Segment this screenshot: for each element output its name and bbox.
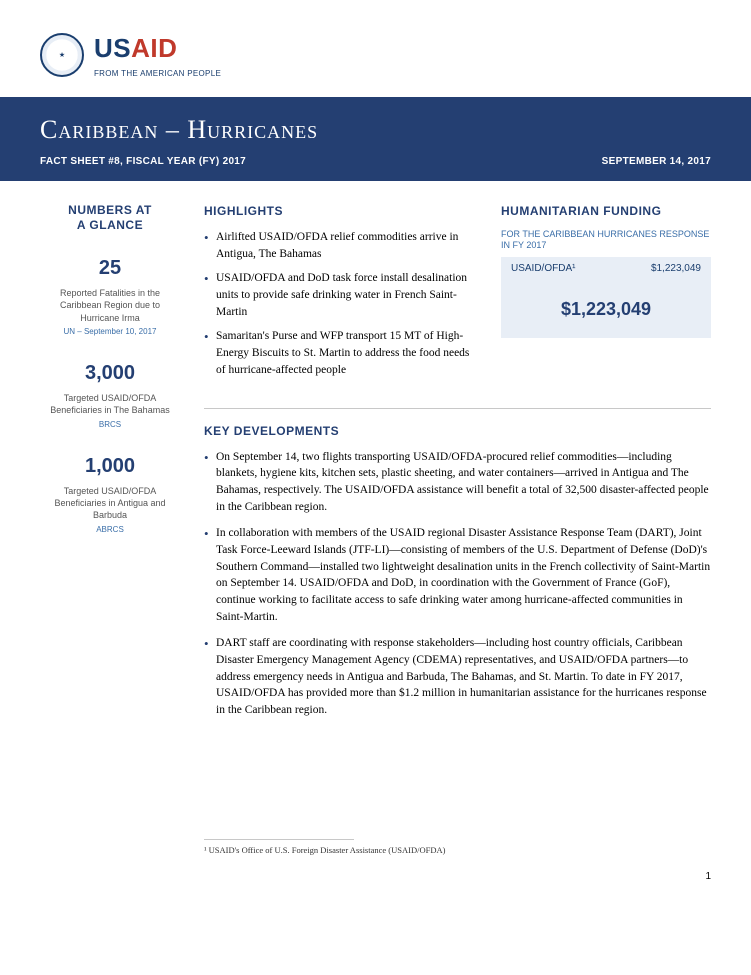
banner-right: SEPTEMBER 14, 2017 [602,155,711,170]
section-divider [204,408,711,409]
stat-number: 25 [40,254,180,283]
usaid-seal-icon: ★ [40,33,84,77]
footnote-rule [204,839,354,840]
content-columns: NUMBERS AT A GLANCE 25 Reported Fataliti… [40,203,711,884]
highlight-item: Samaritan's Purse and WFP transport 15 M… [204,328,479,378]
logo-text: USAID FROM THE AMERICAN PEOPLE [94,30,221,79]
page: ★ USAID FROM THE AMERICAN PEOPLE Caribbe… [0,0,751,905]
logo-sub: FROM THE AMERICAN PEOPLE [94,68,221,80]
highlights-section: HIGHLIGHTS Airlifted USAID/OFDA relief c… [204,203,479,386]
keydev-item: DART staff are coordinating with respons… [204,635,711,718]
funding-row-value: $1,223,049 [651,262,701,277]
stat-source: ABRCS [40,524,180,536]
main-column: HIGHLIGHTS Airlifted USAID/OFDA relief c… [204,203,711,884]
seal-glyph: ★ [59,50,65,60]
sidebar-title: NUMBERS AT A GLANCE [40,203,180,232]
funding-row-label: USAID/OFDA¹ [511,262,575,277]
stat-source: UN – September 10, 2017 [40,326,180,338]
stat-number: 1,000 [40,452,180,481]
logo-row: ★ USAID FROM THE AMERICAN PEOPLE [40,30,711,79]
stat-block: 25 Reported Fatalities in the Caribbean … [40,254,180,337]
sidebar-title-l2: A GLANCE [40,218,180,232]
funding-total: $1,223,049 [501,282,711,338]
stat-block: 3,000 Targeted USAID/OFDA Beneficiaries … [40,359,180,430]
page-number: 1 [204,870,711,885]
sidebar-title-l1: NUMBERS AT [40,203,180,217]
highlights-list: Airlifted USAID/OFDA relief commodities … [204,229,479,378]
funding-title: HUMANITARIAN FUNDING [501,203,711,220]
banner-sub-row: FACT SHEET #8, FISCAL YEAR (FY) 2017 SEP… [40,155,711,170]
stat-desc: Reported Fatalities in the Caribbean Reg… [40,287,180,323]
funding-row: USAID/OFDA¹ $1,223,049 [501,257,711,282]
stat-desc: Targeted USAID/OFDA Beneficiaries in Ant… [40,485,180,521]
logo-main: USAID [94,30,221,68]
footnote-text: ¹ USAID's Office of U.S. Foreign Disaste… [204,844,711,856]
keydev-title: KEY DEVELOPMENTS [204,423,711,440]
banner-left: FACT SHEET #8, FISCAL YEAR (FY) 2017 [40,155,246,170]
funding-box: HUMANITARIAN FUNDING FOR THE CARIBBEAN H… [501,203,711,386]
highlight-item: Airlifted USAID/OFDA relief commodities … [204,229,479,262]
banner-title: Caribbean – Hurricanes [40,111,711,149]
stat-desc: Targeted USAID/OFDA Beneficiaries in The… [40,392,180,416]
highlights-title: HIGHLIGHTS [204,203,479,220]
keydev-item: In collaboration with members of the USA… [204,525,711,625]
highlight-item: USAID/OFDA and DoD task force install de… [204,270,479,320]
logo-main-a: US [94,33,131,63]
sidebar-numbers: NUMBERS AT A GLANCE 25 Reported Fataliti… [40,203,180,884]
stat-number: 3,000 [40,359,180,388]
funding-sub: FOR THE CARIBBEAN HURRICANES RESPONSE IN… [501,229,711,252]
keydev-list: On September 14, two flights transportin… [204,449,711,719]
logo-main-b: AID [131,33,177,63]
title-banner: Caribbean – Hurricanes FACT SHEET #8, FI… [0,97,751,181]
top-row: HIGHLIGHTS Airlifted USAID/OFDA relief c… [204,203,711,386]
stat-source: BRCS [40,419,180,431]
key-developments-section: KEY DEVELOPMENTS On September 14, two fl… [204,423,711,718]
keydev-item: On September 14, two flights transportin… [204,449,711,516]
stat-block: 1,000 Targeted USAID/OFDA Beneficiaries … [40,452,180,535]
